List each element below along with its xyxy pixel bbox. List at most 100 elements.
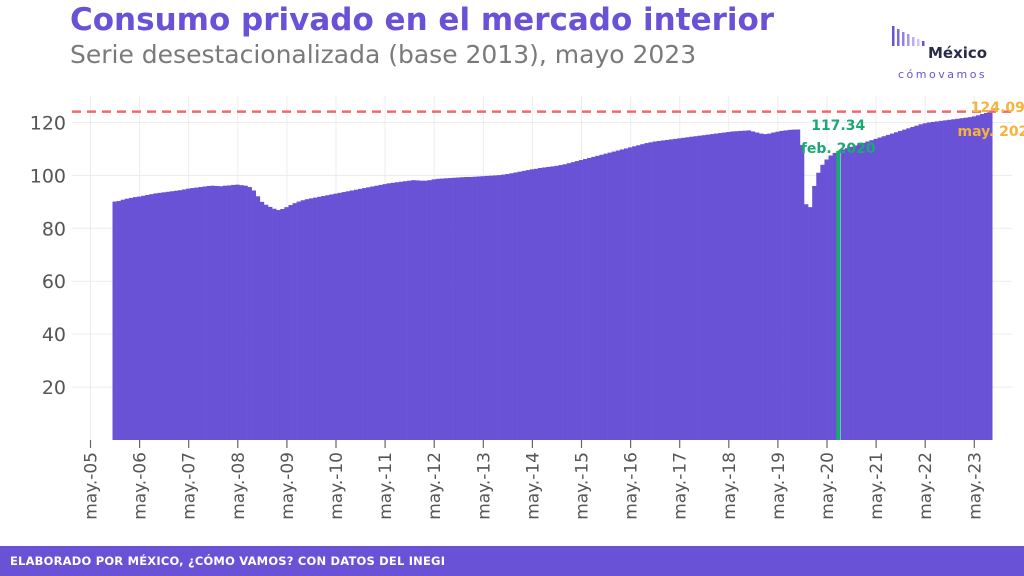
bar bbox=[787, 129, 793, 440]
bar bbox=[435, 178, 441, 440]
bar bbox=[329, 194, 334, 440]
bar bbox=[803, 204, 809, 440]
bar bbox=[448, 178, 453, 440]
bar bbox=[513, 172, 518, 440]
bar bbox=[161, 192, 166, 440]
bar bbox=[881, 136, 887, 440]
bar bbox=[353, 189, 359, 440]
bar bbox=[533, 168, 539, 440]
bar bbox=[124, 198, 130, 440]
bar bbox=[930, 121, 936, 440]
bar bbox=[149, 194, 154, 440]
bar bbox=[849, 146, 854, 440]
x-tick-label: may.-06 bbox=[131, 452, 151, 520]
bar bbox=[488, 175, 494, 440]
bar bbox=[145, 194, 150, 440]
bar bbox=[673, 138, 678, 441]
bar bbox=[231, 184, 236, 440]
bar bbox=[120, 199, 126, 440]
bar bbox=[947, 119, 952, 441]
bar bbox=[358, 188, 363, 440]
bar bbox=[603, 153, 608, 440]
bar bbox=[677, 138, 682, 441]
logo-subword: cómovamos bbox=[898, 68, 988, 81]
chart-bars bbox=[112, 111, 993, 441]
page-title: Consumo privado en el mercado interior bbox=[70, 2, 775, 38]
bar bbox=[517, 171, 522, 440]
page-subtitle: Serie desestacionalizada (base 2013), ma… bbox=[70, 40, 697, 69]
bar bbox=[587, 157, 592, 441]
bar bbox=[407, 180, 412, 440]
bar bbox=[345, 191, 351, 440]
bar bbox=[128, 197, 134, 440]
x-tick-label: may.-12 bbox=[425, 452, 445, 520]
bar bbox=[443, 178, 449, 440]
bar bbox=[194, 187, 199, 440]
bar bbox=[644, 143, 649, 440]
bar bbox=[615, 150, 621, 440]
bar bbox=[472, 176, 477, 440]
bar bbox=[505, 174, 510, 441]
bar bbox=[235, 184, 240, 440]
bar bbox=[366, 187, 371, 440]
bar bbox=[668, 139, 674, 441]
bar bbox=[832, 152, 838, 440]
bar bbox=[550, 166, 555, 440]
x-tick-label: may.-09 bbox=[278, 452, 298, 520]
bar bbox=[349, 190, 355, 440]
bar bbox=[701, 135, 707, 440]
bar bbox=[763, 134, 768, 440]
bar bbox=[926, 122, 932, 440]
bar bbox=[137, 196, 142, 440]
bar bbox=[873, 138, 878, 441]
bar bbox=[464, 176, 469, 441]
bar bbox=[963, 117, 968, 441]
logo-word: México bbox=[928, 44, 988, 62]
bar bbox=[591, 156, 596, 440]
bar bbox=[570, 162, 576, 440]
bar bbox=[808, 207, 813, 440]
bar bbox=[566, 163, 572, 440]
bar bbox=[889, 133, 895, 440]
bar bbox=[288, 205, 293, 440]
bar bbox=[840, 149, 846, 440]
bar bbox=[681, 137, 686, 440]
bar bbox=[636, 145, 641, 441]
bar bbox=[337, 192, 342, 440]
bar bbox=[799, 144, 805, 440]
bar bbox=[292, 203, 297, 440]
bar bbox=[664, 139, 670, 440]
bar bbox=[783, 130, 788, 440]
bar bbox=[791, 129, 797, 441]
bar bbox=[202, 186, 207, 440]
annotation-label: feb. 2020 bbox=[801, 141, 876, 157]
bar bbox=[390, 182, 396, 441]
bar bbox=[370, 186, 375, 440]
bar bbox=[255, 196, 261, 440]
bar bbox=[607, 152, 612, 440]
bar bbox=[157, 192, 162, 440]
footer-bar: ELABORADO POR MÉXICO, ¿CÓMO VAMOS? CON D… bbox=[0, 546, 1024, 576]
bar bbox=[726, 131, 731, 441]
bar bbox=[243, 185, 248, 440]
bar bbox=[865, 141, 870, 440]
bar bbox=[182, 189, 187, 440]
bar bbox=[378, 184, 383, 440]
bar bbox=[227, 185, 232, 440]
bar bbox=[820, 164, 825, 441]
bar bbox=[525, 170, 531, 441]
y-tick-label: 120 bbox=[30, 112, 66, 134]
y-tick-label: 20 bbox=[42, 377, 66, 399]
bar bbox=[967, 117, 973, 441]
bar-chart: 117.34 feb. 2020 124.09 may. 2023 20 40 60 80 1… bbox=[30, 96, 1024, 520]
bar bbox=[623, 148, 629, 440]
bar bbox=[656, 140, 662, 440]
bar bbox=[341, 192, 347, 440]
bar bbox=[775, 131, 780, 440]
bar bbox=[398, 181, 404, 440]
x-tick-label: may.-05 bbox=[82, 452, 102, 520]
bar bbox=[308, 198, 314, 440]
bar bbox=[853, 145, 858, 440]
bar bbox=[754, 132, 760, 441]
bar bbox=[914, 125, 919, 440]
